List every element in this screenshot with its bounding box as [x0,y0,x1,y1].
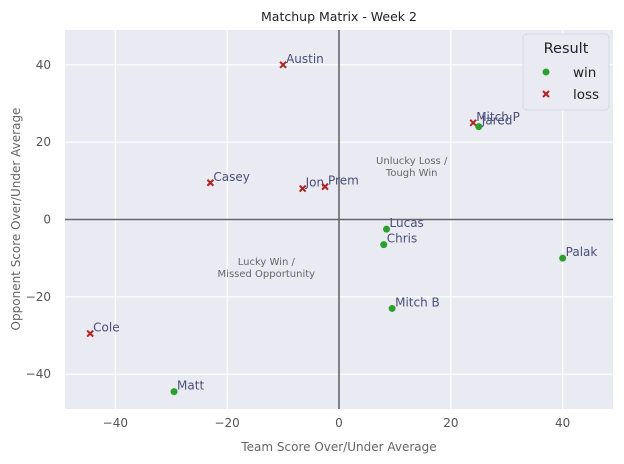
y-tick-label: −40 [26,367,51,381]
y-tick-label: 20 [36,135,51,149]
point-marker-win [170,388,178,396]
point-label: Chris [387,232,418,246]
y-tick-label: 40 [36,58,51,72]
y-tick-label: −20 [26,290,51,304]
quadrant-annotations: Unlucky Loss / Tough Win Lucky Win / Missed… [218,156,448,280]
legend-win-label: win [573,65,596,81]
point-label: Lucas [390,216,424,230]
point-label: Casey [213,170,249,184]
x-axis-ticks: −40 −20 0 20 40 [103,416,571,430]
x-tick-label: −40 [103,416,128,430]
point-marker-loss [321,182,329,191]
point-label: Cole [93,321,119,335]
point-label: Mitch B [395,295,440,309]
chart-title: Matchup Matrix - Week 2 [261,9,417,24]
y-axis-ticks: −40 −20 0 20 40 [26,58,51,381]
x-tick-label: 20 [443,416,458,430]
legend-loss-marker [542,90,550,98]
x-tick-label: −20 [214,416,239,430]
point-marker-loss [469,119,477,127]
x-tick-label: 40 [555,416,570,430]
point-marker-loss [298,184,307,193]
point-label: Austin [286,52,324,66]
point-label: Jared [481,114,513,128]
legend-loss-label: loss [573,87,599,103]
point-marker-loss [206,179,215,187]
legend-box [522,33,610,111]
quadrant-annotation: Lucky Win / Missed Opportunity [218,257,316,280]
point-label: Prem [328,174,359,188]
point-label: Mitch P [476,110,520,124]
quadrant-annotation: Unlucky Loss / Tough Win [376,156,448,179]
x-axis-label: Team Score Over/Under Average [240,440,436,454]
y-axis-label: Opponent Score Over/Under Average [9,108,23,331]
point-label: Palak [566,245,598,259]
point-marker-win [383,225,391,233]
point-marker-win [380,241,388,249]
point-label: Matt [177,379,204,393]
point-marker-win [475,123,483,131]
point-marker-win [388,304,396,312]
y-tick-label: 0 [43,213,51,227]
point-marker-loss [86,329,94,338]
legend-win-marker [542,68,550,76]
legend: Result win loss [522,33,610,111]
point-marker-loss [279,61,287,69]
reference-lines [65,30,613,409]
legend-title: Result [544,41,589,57]
x-tick-label: 0 [335,416,343,430]
point-label: Jon [305,176,325,190]
point-marker-win [559,254,567,262]
